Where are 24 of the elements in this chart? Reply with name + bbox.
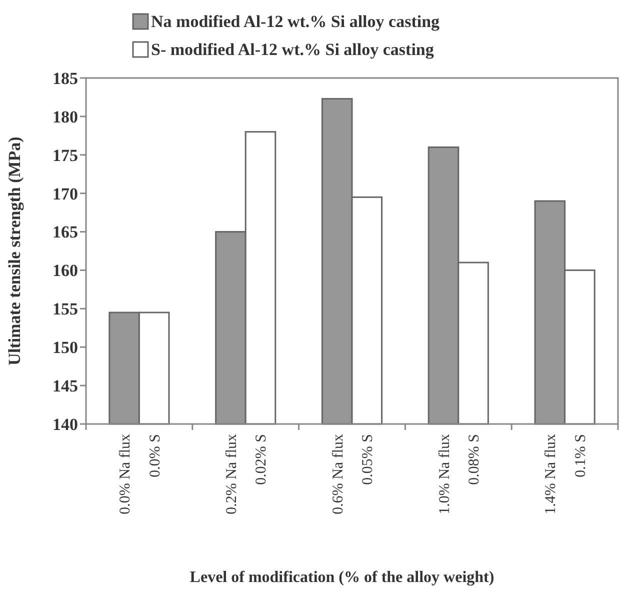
- x-tick-label: 0.02% S: [254, 434, 270, 485]
- y-tick-label: 180: [52, 107, 78, 126]
- legend-label: S- modified Al-12 wt.% Si alloy casting: [151, 40, 434, 59]
- y-tick-label: 140: [52, 414, 78, 434]
- x-tick-label: 1.4% Na flux: [543, 434, 560, 514]
- y-tick-label: 185: [52, 68, 78, 88]
- y-tick-label: 165: [52, 222, 78, 242]
- legend-label: Na modified Al-12 wt.% Si alloy casting: [151, 12, 440, 31]
- y-axis-title: Ultimate tensile strength (MPa): [5, 136, 24, 366]
- y-tick-label: 150: [52, 338, 78, 358]
- x-tick-label: 0.1% S: [572, 434, 589, 478]
- x-tick-label: 0.2% Na flux: [224, 434, 240, 514]
- x-tick-label: 0.05% S: [360, 434, 376, 485]
- y-tick-label: 170: [52, 184, 78, 204]
- x-tick-label: 0.0% S: [147, 434, 164, 478]
- x-tick-label: 0.0% Na flux: [118, 434, 134, 514]
- y-tick-label: 175: [52, 146, 78, 165]
- x-axis-title: Level of modification (% of the alloy weight): [190, 569, 494, 586]
- x-tick-label: 1.0% Na flux: [436, 434, 453, 514]
- x-tick-label: 0.08% S: [466, 434, 483, 485]
- y-tick-label: 145: [52, 376, 78, 396]
- x-tick-label: 0.6% Na flux: [330, 434, 346, 514]
- y-tick-label: 160: [52, 261, 78, 280]
- y-tick-label: 155: [52, 300, 78, 319]
